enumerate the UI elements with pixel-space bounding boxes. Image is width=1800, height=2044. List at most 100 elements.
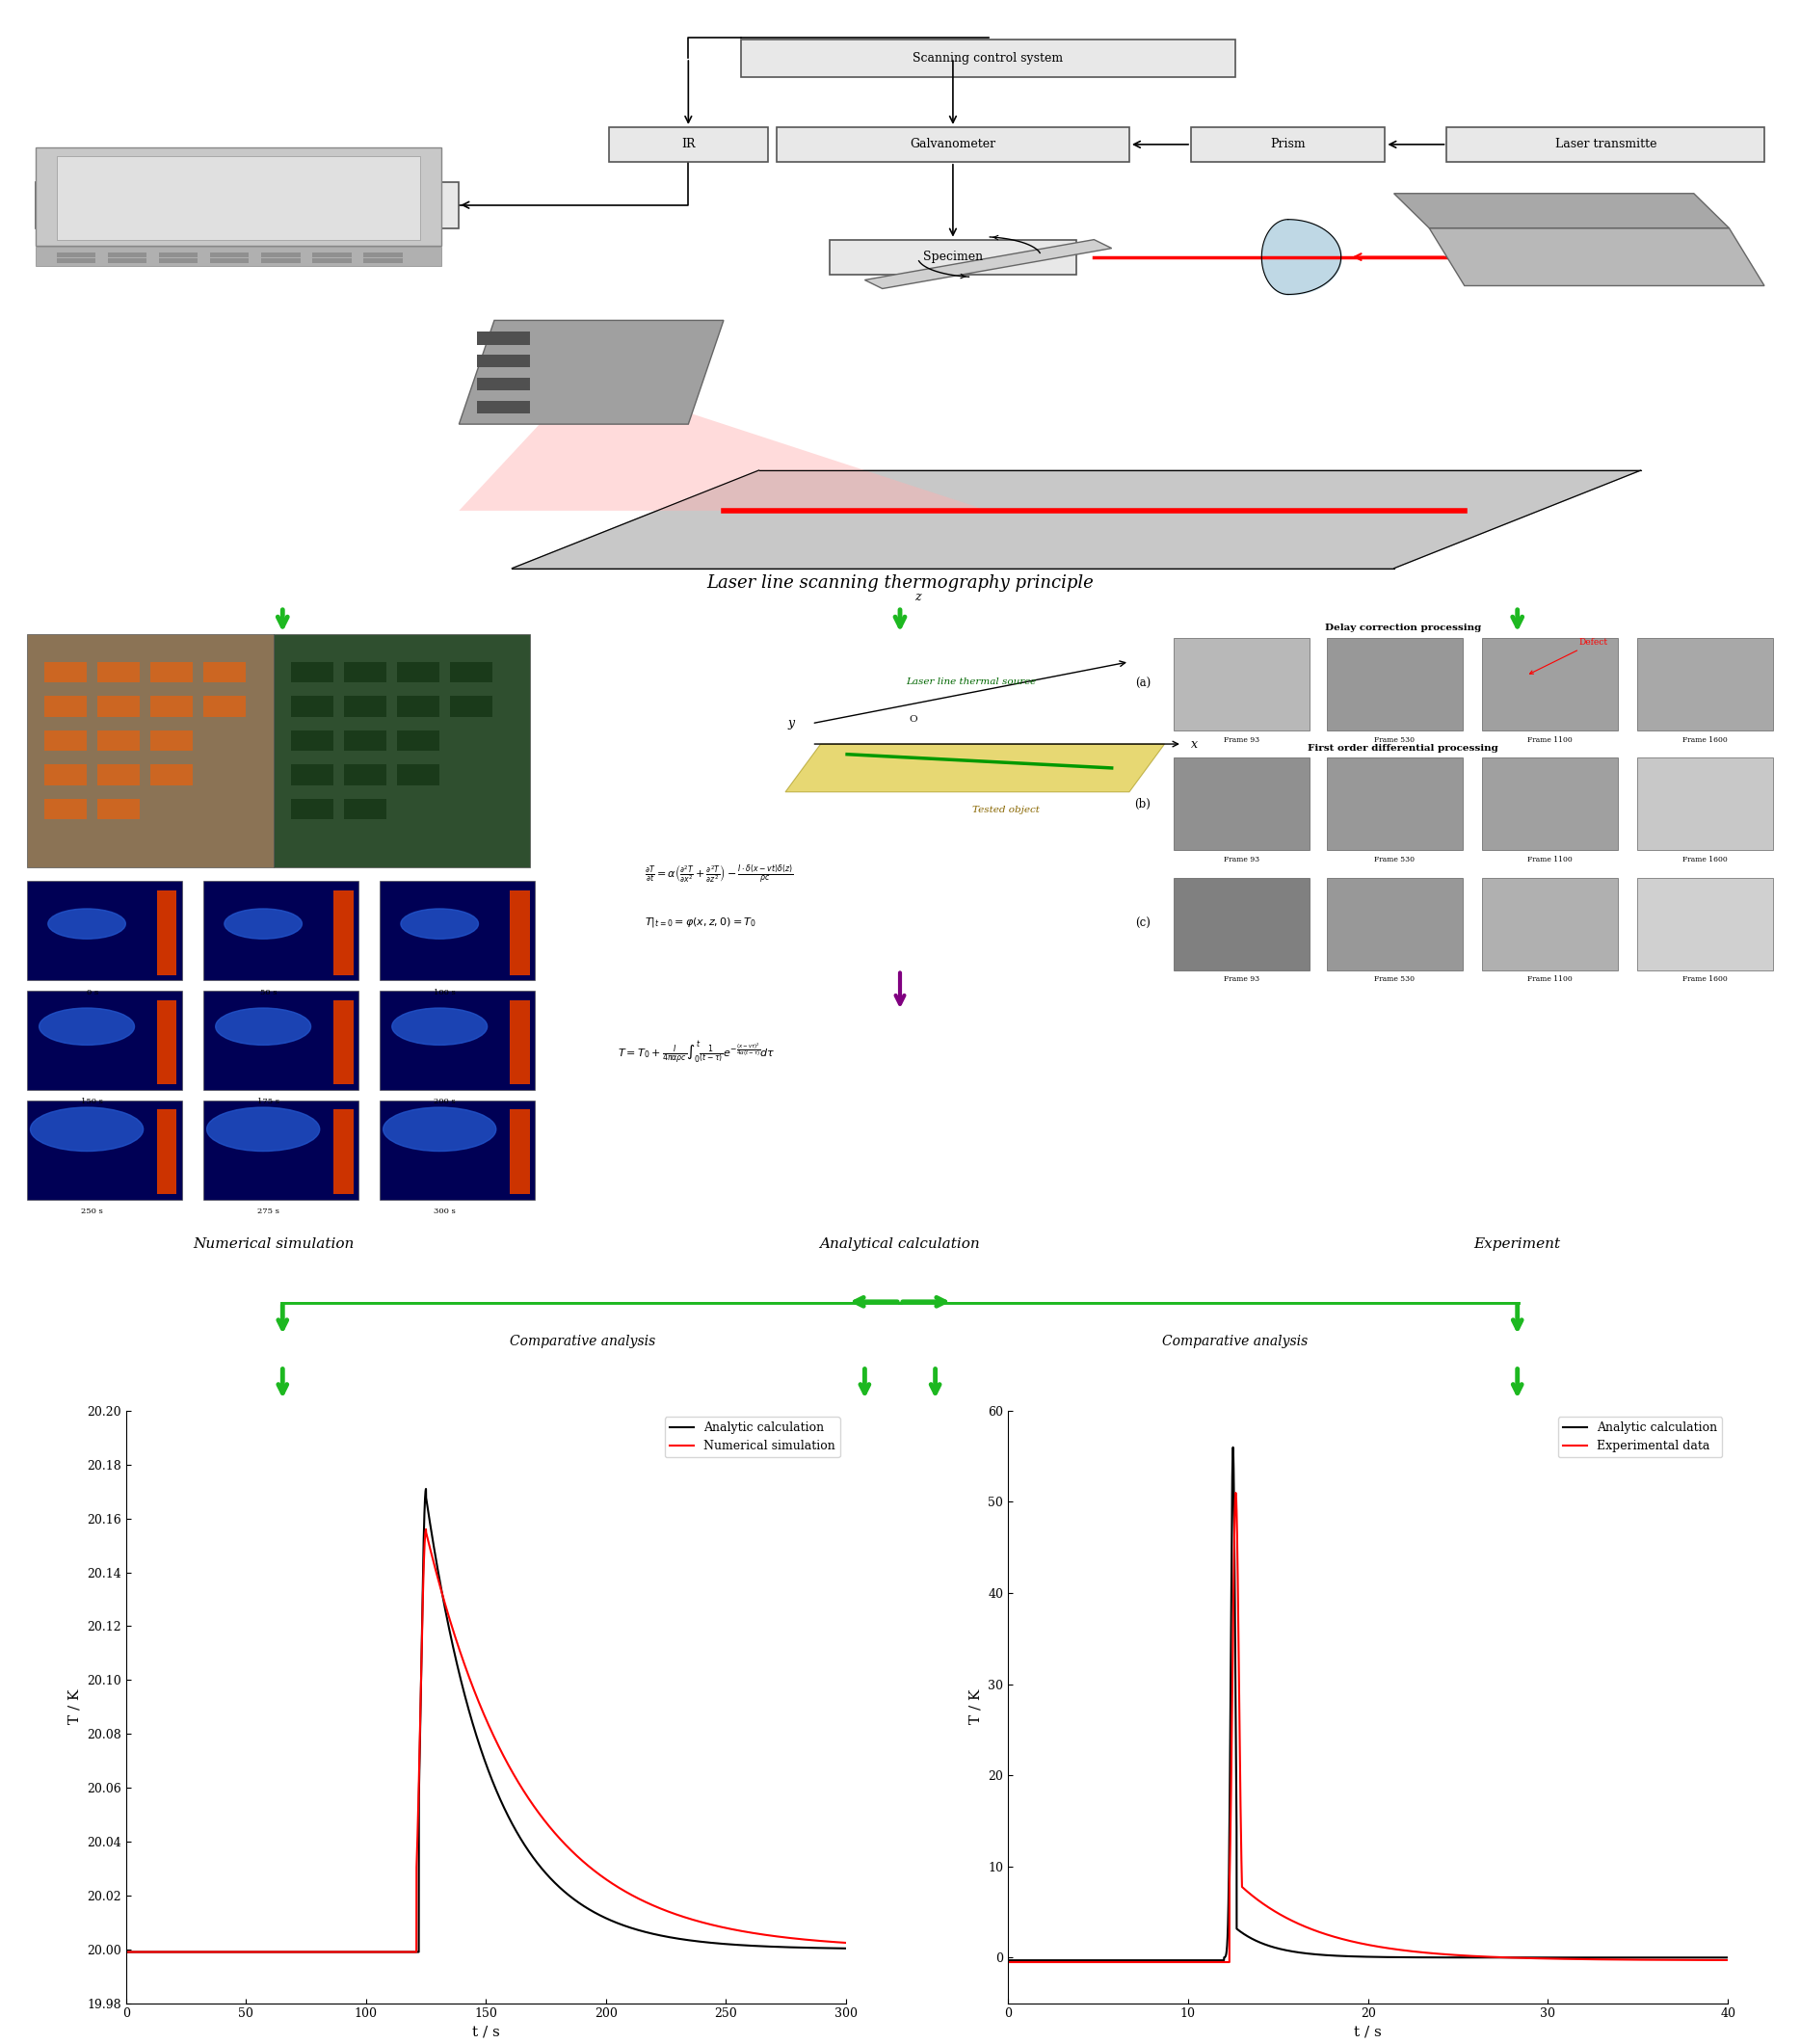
FancyBboxPatch shape <box>157 1000 176 1085</box>
FancyBboxPatch shape <box>203 662 245 683</box>
Analytic calculation <box>115 1940 137 1964</box>
Numerical simulation <box>551 1827 572 1852</box>
Experimental data <box>997 1950 1019 1975</box>
FancyBboxPatch shape <box>292 764 333 785</box>
FancyBboxPatch shape <box>477 378 529 390</box>
FancyBboxPatch shape <box>45 697 86 717</box>
Line: Analytic calculation: Analytic calculation <box>126 1488 846 1952</box>
Numerical simulation <box>455 1658 477 1682</box>
Text: 175 s: 175 s <box>257 1098 279 1106</box>
Analytic calculation <box>455 1690 477 1715</box>
Text: 300 s: 300 s <box>434 1208 455 1216</box>
FancyBboxPatch shape <box>151 662 193 683</box>
Numerical simulation <box>578 1854 599 1878</box>
FancyBboxPatch shape <box>158 251 198 258</box>
FancyBboxPatch shape <box>380 1100 535 1200</box>
Analytic calculation <box>835 1936 857 1960</box>
Experimental data <box>1337 1927 1359 1952</box>
FancyBboxPatch shape <box>58 251 95 258</box>
Analytic calculation <box>551 1876 572 1901</box>
FancyBboxPatch shape <box>36 247 441 266</box>
FancyBboxPatch shape <box>450 697 493 717</box>
FancyBboxPatch shape <box>364 260 403 264</box>
FancyBboxPatch shape <box>151 730 193 750</box>
FancyBboxPatch shape <box>108 260 148 264</box>
FancyBboxPatch shape <box>157 891 176 975</box>
Text: (a): (a) <box>1134 679 1150 691</box>
FancyBboxPatch shape <box>211 260 248 264</box>
FancyBboxPatch shape <box>97 697 140 717</box>
FancyBboxPatch shape <box>27 991 182 1089</box>
Text: Tested object: Tested object <box>972 805 1040 814</box>
Circle shape <box>383 1108 497 1151</box>
Text: Frame 93: Frame 93 <box>1224 975 1260 983</box>
Numerical simulation <box>295 1940 317 1964</box>
FancyBboxPatch shape <box>292 799 333 820</box>
FancyBboxPatch shape <box>58 260 95 264</box>
FancyBboxPatch shape <box>108 251 148 258</box>
FancyBboxPatch shape <box>292 662 333 683</box>
FancyBboxPatch shape <box>398 730 439 750</box>
Analytic calculation <box>295 1940 317 1964</box>
Numerical simulation <box>788 1927 810 1952</box>
FancyBboxPatch shape <box>1638 877 1773 971</box>
Text: y: y <box>787 717 794 730</box>
Legend: Analytic calculation, Numerical simulation: Analytic calculation, Numerical simulati… <box>664 1416 841 1457</box>
Text: Frame 1100: Frame 1100 <box>1528 856 1573 863</box>
FancyBboxPatch shape <box>776 127 1129 161</box>
Text: Delay correction processing: Delay correction processing <box>1325 623 1481 632</box>
FancyBboxPatch shape <box>477 356 529 368</box>
Line: Numerical simulation: Numerical simulation <box>126 1529 846 1952</box>
FancyBboxPatch shape <box>203 1100 358 1200</box>
Circle shape <box>225 910 302 938</box>
Text: $\frac{\partial T}{\partial t}=\alpha\left(\frac{\partial^2 T}{\partial x^2}+\fr: $\frac{\partial T}{\partial t}=\alpha\le… <box>644 863 792 885</box>
FancyBboxPatch shape <box>45 764 86 785</box>
Circle shape <box>40 1008 135 1044</box>
FancyBboxPatch shape <box>27 881 182 981</box>
Text: Specimen: Specimen <box>923 251 983 264</box>
FancyBboxPatch shape <box>97 764 140 785</box>
Circle shape <box>216 1008 311 1044</box>
Text: IR: IR <box>682 139 695 151</box>
FancyBboxPatch shape <box>292 730 333 750</box>
X-axis label: t / s: t / s <box>1354 2026 1382 2040</box>
Circle shape <box>31 1108 144 1151</box>
Analytic calculation <box>1717 1946 1739 1970</box>
Text: Comparative analysis: Comparative analysis <box>1163 1335 1309 1349</box>
Text: Frame 93: Frame 93 <box>1224 856 1260 863</box>
Polygon shape <box>511 470 1642 568</box>
Experimental data <box>1433 1942 1454 1966</box>
Text: Defect: Defect <box>1530 638 1607 675</box>
Text: Frame 1600: Frame 1600 <box>1683 736 1728 744</box>
Experimental data <box>1226 1480 1247 1504</box>
FancyBboxPatch shape <box>344 662 387 683</box>
Text: Frame 1100: Frame 1100 <box>1528 975 1573 983</box>
Circle shape <box>207 1108 320 1151</box>
Analytic calculation <box>1337 1944 1359 1968</box>
FancyBboxPatch shape <box>509 891 529 975</box>
FancyBboxPatch shape <box>58 155 419 239</box>
Text: 250 s: 250 s <box>81 1208 103 1216</box>
FancyBboxPatch shape <box>344 764 387 785</box>
FancyBboxPatch shape <box>27 634 274 867</box>
FancyBboxPatch shape <box>45 730 86 750</box>
FancyBboxPatch shape <box>1174 758 1309 850</box>
FancyBboxPatch shape <box>151 697 193 717</box>
Numerical simulation <box>630 1889 652 1913</box>
Text: Frame 1100: Frame 1100 <box>1528 736 1573 744</box>
Text: $T|_{t=0}=\varphi(x,z,0)=T_0$: $T|_{t=0}=\varphi(x,z,0)=T_0$ <box>644 916 756 928</box>
FancyBboxPatch shape <box>344 730 387 750</box>
FancyBboxPatch shape <box>203 697 245 717</box>
Text: Experiment: Experiment <box>1474 1237 1561 1251</box>
Analytic calculation <box>1460 1946 1481 1970</box>
FancyBboxPatch shape <box>45 799 86 820</box>
Text: Laser line thermal source: Laser line thermal source <box>905 677 1035 687</box>
Circle shape <box>49 910 126 938</box>
FancyBboxPatch shape <box>313 260 351 264</box>
Text: Analytical calculation: Analytical calculation <box>819 1237 981 1251</box>
Text: Frame 530: Frame 530 <box>1375 975 1415 983</box>
FancyBboxPatch shape <box>1327 877 1463 971</box>
FancyBboxPatch shape <box>1327 758 1463 850</box>
FancyBboxPatch shape <box>1447 127 1764 161</box>
Text: Computer
processing system: Computer processing system <box>191 192 304 219</box>
